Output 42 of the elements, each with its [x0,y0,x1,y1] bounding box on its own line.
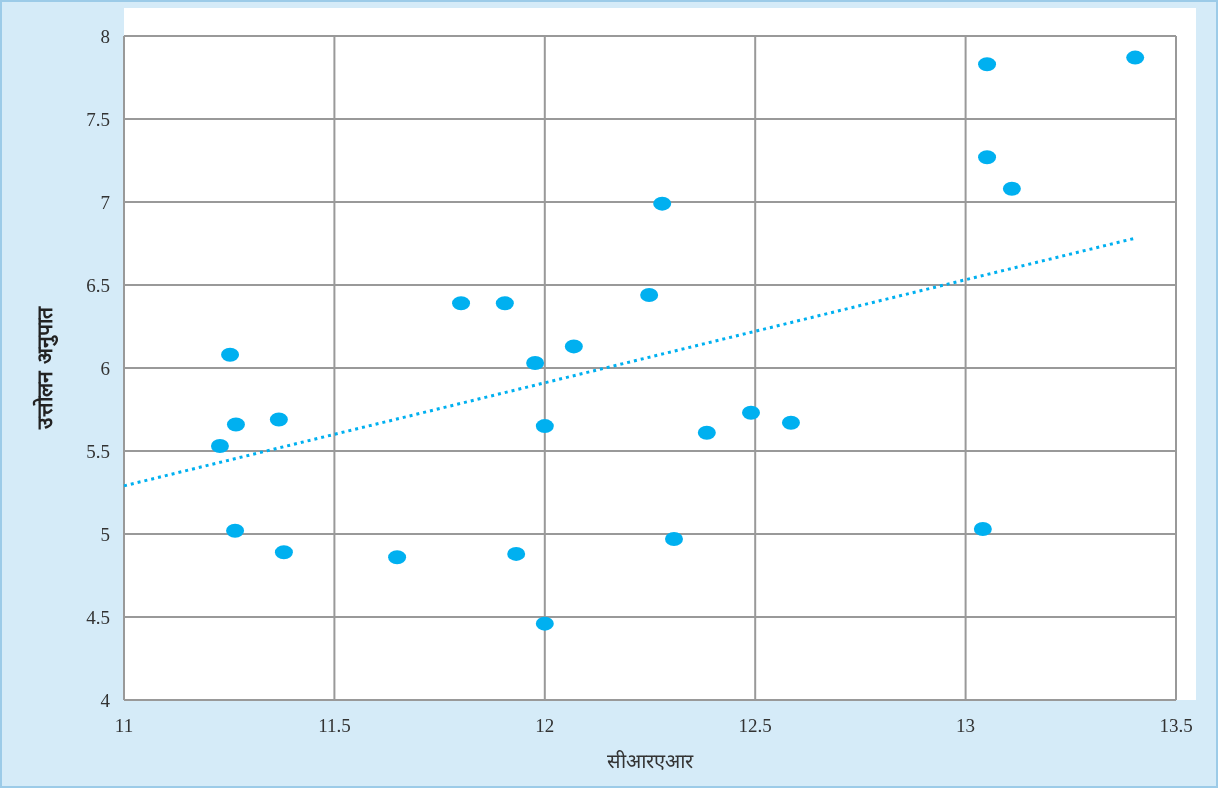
point [978,150,997,165]
point [226,523,245,538]
point [210,439,229,454]
x-tick-label: 12 [535,715,555,736]
point [664,531,683,546]
point [388,550,407,565]
x-tick-label: 11.5 [318,715,351,736]
point [781,415,800,430]
y-tick-label: 4 [100,690,111,711]
y-tick-label: 5 [100,524,110,545]
point [495,296,514,311]
x-tick-label: 12.5 [738,715,772,736]
y-tick-label: 6.5 [86,275,110,296]
point [978,57,997,72]
point [526,356,545,371]
y-tick-label: 8 [100,26,110,47]
y-axis-title: उत्तोलन अनुपात [32,305,59,431]
point [741,405,760,420]
point [535,616,554,631]
y-tick-label: 5.5 [86,441,110,462]
y-tick-label: 7 [100,192,110,213]
x-tick-label: 13.5 [1159,715,1193,736]
point [452,296,471,311]
y-tick-label: 7.5 [86,109,110,130]
x-axis-title: सीआरएआर [607,749,694,773]
point [507,546,526,561]
point [564,339,583,354]
point [221,347,240,362]
point [653,196,672,211]
point [1126,50,1145,65]
y-tick-label: 4.5 [86,607,110,628]
point [640,287,659,302]
point [973,522,992,537]
point [226,417,245,432]
point [697,425,716,440]
point [1002,181,1021,196]
point [274,545,293,560]
point [535,419,554,434]
y-tick-label: 6 [100,358,110,379]
point [269,412,288,427]
x-tick-label: 11 [114,715,134,736]
x-tick-label: 13 [956,715,976,736]
